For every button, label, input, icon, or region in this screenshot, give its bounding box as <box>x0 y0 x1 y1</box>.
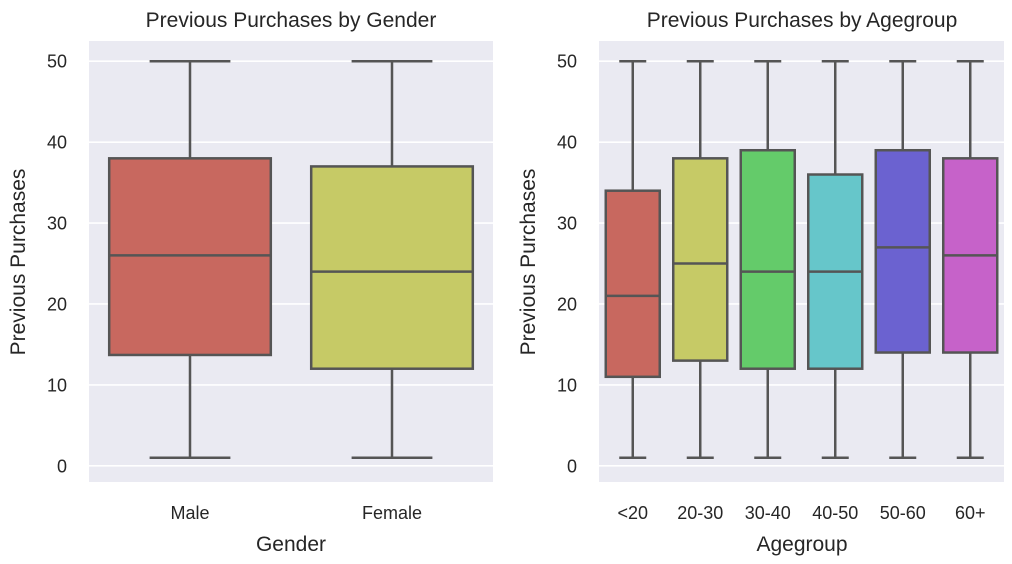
x-tick-labels-gender: Male Female <box>170 503 422 523</box>
x-tick-label: Male <box>170 503 209 523</box>
box-20-30 <box>672 59 729 459</box>
y-tick-label: 0 <box>57 456 67 476</box>
x-tick-label: 30-40 <box>745 503 791 523</box>
y-tick-label: 10 <box>557 375 577 395</box>
x-tick-label: 50-60 <box>880 503 926 523</box>
y-tick-label: 30 <box>557 214 577 234</box>
chart-title-agegroup: Previous Purchases by Agegroup <box>647 9 958 32</box>
y-tick-label: 0 <box>567 456 577 476</box>
plot-area-agegroup <box>599 41 1004 482</box>
y-axis-label-agegroup: Previous Purchases <box>517 169 540 356</box>
y-tick-label: 40 <box>47 133 67 153</box>
y-tick-label: 40 <box>557 133 577 153</box>
agegroup-boxplot-panel: 0 10 20 30 40 50 <20 20-30 30-40 40-50 50-60 60+ P… <box>517 9 1004 556</box>
y-tick-label: 20 <box>557 294 577 314</box>
y-axis-label-gender: Previous Purchases <box>7 169 30 356</box>
box-40-50 <box>807 59 864 459</box>
chart-title-gender: Previous Purchases by Gender <box>146 9 437 32</box>
box-<20 <box>604 59 661 459</box>
x-tick-label: Female <box>362 503 422 523</box>
iqr-box <box>672 157 729 362</box>
y-tick-label: 50 <box>557 52 577 72</box>
y-tick-labels-agegroup: 0 10 20 30 40 50 <box>557 52 577 477</box>
y-tick-label: 10 <box>47 375 67 395</box>
box-50-60 <box>874 59 931 459</box>
x-axis-label-gender: Gender <box>256 533 326 556</box>
y-tick-label: 20 <box>47 294 67 314</box>
box-Male <box>107 59 273 459</box>
box-60+ <box>942 59 999 459</box>
y-tick-labels-gender: 0 10 20 30 40 50 <box>47 52 67 477</box>
x-tick-label: <20 <box>617 503 648 523</box>
iqr-box <box>309 165 475 370</box>
boxes-gender <box>107 59 475 459</box>
iqr-box <box>874 148 931 354</box>
y-tick-label: 50 <box>47 52 67 72</box>
boxes-agegroup <box>604 59 999 459</box>
iqr-box <box>604 189 661 379</box>
gridlines-agegroup <box>599 60 1004 467</box>
x-tick-label: 60+ <box>955 503 986 523</box>
y-tick-label: 30 <box>47 214 67 234</box>
iqr-box <box>739 148 796 370</box>
gender-boxplot-panel: 0 10 20 30 40 50 Male Female Previous Purchase… <box>7 9 493 556</box>
x-tick-label: 20-30 <box>677 503 723 523</box>
x-axis-label-agegroup: Agegroup <box>756 533 847 556</box>
x-tick-label: 40-50 <box>812 503 858 523</box>
box-30-40 <box>739 59 796 459</box>
x-tick-labels-agegroup: <20 20-30 30-40 40-50 50-60 60+ <box>617 503 985 523</box>
box-Female <box>309 59 475 459</box>
